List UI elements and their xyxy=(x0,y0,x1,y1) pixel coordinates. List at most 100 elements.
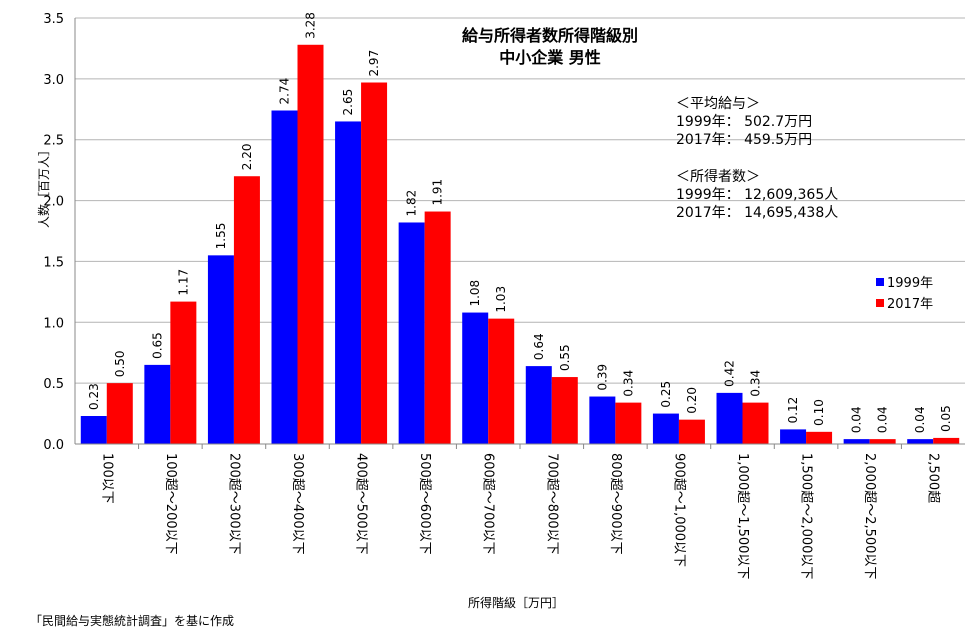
data-label: 0.50 xyxy=(113,350,127,377)
bar xyxy=(678,419,705,444)
data-label: 1.55 xyxy=(214,223,228,250)
x-tick-label: 200超～300以下 xyxy=(226,453,241,555)
y-tick-label: 1.5 xyxy=(43,255,64,270)
data-label: 0.34 xyxy=(749,370,763,397)
bar xyxy=(233,176,260,444)
legend-swatch-1999 xyxy=(876,278,884,286)
data-label: 0.04 xyxy=(850,406,864,433)
legend-label-1999: 1999年 xyxy=(887,276,934,291)
data-label: 0.34 xyxy=(621,370,635,397)
avg-salary-1999: 1999年： 502.7万円 xyxy=(676,114,813,130)
data-label: 2.65 xyxy=(341,89,355,116)
data-label: 2.74 xyxy=(278,78,292,105)
bar xyxy=(170,301,197,444)
x-tick-label: 2,500超 xyxy=(926,453,941,503)
data-label: 1.17 xyxy=(176,269,190,296)
earner-count-2017: 2017年： 14,695,438人 xyxy=(676,205,839,221)
data-label: 1.82 xyxy=(405,190,419,217)
bar xyxy=(780,429,807,444)
y-tick-label: 1.0 xyxy=(43,316,64,331)
bar xyxy=(80,416,107,444)
x-tick-label: 800超～900以下 xyxy=(608,453,623,555)
data-label: 0.65 xyxy=(150,332,164,359)
bar xyxy=(933,437,960,444)
data-label: 0.25 xyxy=(659,381,673,408)
x-tick-label: 900超～1,000以下 xyxy=(671,453,686,567)
avg-salary-2017: 2017年： 459.5万円 xyxy=(676,132,813,148)
x-tick-label: 400超～500以下 xyxy=(354,453,369,555)
avg-salary-header: ＜平均給与＞ xyxy=(676,96,760,112)
chart-title: 給与所得者数所得階級別 xyxy=(461,26,638,45)
data-label: 2.20 xyxy=(240,144,254,171)
x-tick-label: 2,000超～2,500以下 xyxy=(862,453,877,579)
data-label: 0.42 xyxy=(723,360,737,387)
x-tick-label: 1,500超～2,000以下 xyxy=(799,453,814,579)
data-label: 2.97 xyxy=(367,50,381,77)
bar xyxy=(551,377,578,444)
bar xyxy=(271,110,298,444)
y-tick-labels: 0.0 0.5 1.0 1.5 2.0 2.5 3.0 3.5 xyxy=(43,12,64,453)
data-label: 0.04 xyxy=(876,406,890,433)
bars xyxy=(80,44,960,445)
x-tick-label: 1,000超～1,500以下 xyxy=(735,453,750,579)
bar xyxy=(424,211,451,444)
data-label: 0.20 xyxy=(685,387,699,414)
chart-subtitle: 中小企業 男性 xyxy=(499,48,601,67)
earner-count-1999: 1999年： 12,609,365人 xyxy=(676,187,839,203)
data-label: 1.08 xyxy=(468,280,482,307)
legend-item-2017: 2017年 xyxy=(876,293,933,312)
data-label: 0.55 xyxy=(558,344,572,371)
bar xyxy=(106,383,133,444)
x-tick-label: 300超～400以下 xyxy=(290,453,305,555)
y-axis-label: 人数［百万人］ xyxy=(37,143,51,228)
y-tick-label: 3.0 xyxy=(43,73,64,88)
bar xyxy=(525,366,552,444)
bar xyxy=(652,413,679,444)
bar xyxy=(335,121,362,444)
y-tick-label: 2.0 xyxy=(43,195,64,210)
bar xyxy=(488,318,515,444)
value-labels: 0.23 0.65 1.55 2.74 2.65 1.82 1.08 0.64 0.39 0.25… xyxy=(87,12,953,433)
bar xyxy=(806,431,833,444)
x-axis-label: 所得階級［万円］ xyxy=(468,596,565,610)
data-label: 1.91 xyxy=(431,179,445,206)
data-label: 0.12 xyxy=(786,397,800,424)
data-label: 1.03 xyxy=(494,286,508,313)
data-label: 3.28 xyxy=(304,12,318,39)
bar xyxy=(462,312,489,444)
bar xyxy=(742,402,769,444)
bar xyxy=(297,44,324,445)
bar xyxy=(398,222,425,444)
data-label: 0.23 xyxy=(87,383,101,410)
source-note: 「民間給与実態統計調査」を基に作成 xyxy=(30,614,235,628)
data-label: 0.64 xyxy=(532,333,546,360)
legend-swatch-2017 xyxy=(876,299,884,307)
data-label: 0.05 xyxy=(939,405,953,432)
y-tick-label: 0.5 xyxy=(43,377,64,392)
bar xyxy=(615,402,642,444)
bar xyxy=(589,396,616,444)
data-label: 0.04 xyxy=(913,406,927,433)
x-tick-labels: 100以下 100超～200以下 200超～300以下 300超～400以下 400超～… xyxy=(99,453,940,579)
x-tick-label: 100超～200以下 xyxy=(163,453,178,555)
bar xyxy=(207,255,234,444)
bar xyxy=(361,82,388,444)
x-tick-label: 600超～700以下 xyxy=(481,453,496,555)
bar xyxy=(869,439,896,444)
bar xyxy=(716,392,743,444)
y-tick-label: 0.0 xyxy=(43,438,64,453)
x-tick-label: 500超～600以下 xyxy=(417,453,432,555)
data-label: 0.39 xyxy=(595,364,609,391)
x-tick-label: 100以下 xyxy=(99,453,114,504)
legend-item-1999: 1999年 xyxy=(876,272,933,291)
bar xyxy=(843,439,870,444)
y-tick-label: 2.5 xyxy=(43,134,64,149)
bar xyxy=(144,364,171,444)
data-label: 0.10 xyxy=(812,399,826,426)
bar xyxy=(907,439,934,444)
y-tick-label: 3.5 xyxy=(43,12,64,27)
earner-count-header: ＜所得者数＞ xyxy=(676,169,760,185)
legend-label-2017: 2017年 xyxy=(887,297,934,312)
x-tick-label: 700超～800以下 xyxy=(544,453,559,555)
